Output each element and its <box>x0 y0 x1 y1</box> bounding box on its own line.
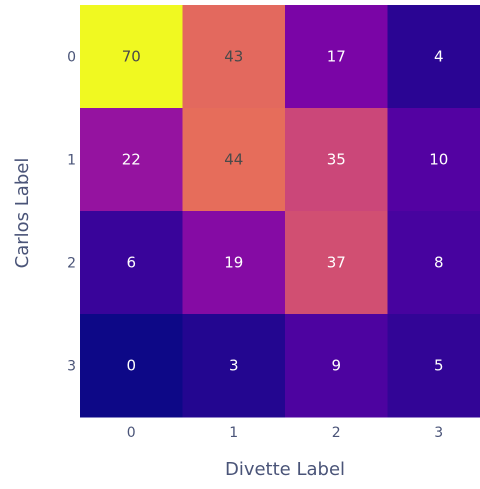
cell-value-label-r2-c3: 8 <box>434 254 444 272</box>
cell-value-label-r3-c0: 0 <box>126 357 136 375</box>
y-axis-ticks: 0 1 2 3 <box>67 50 76 375</box>
x-axis-ticks: 0 1 2 3 <box>127 425 443 441</box>
cell-value-label-r2-c0: 6 <box>126 254 136 272</box>
y-tick-label-3: 3 <box>67 359 76 375</box>
cell-value-label-r2-c1: 19 <box>224 254 243 272</box>
y-tick-label-0: 0 <box>67 50 76 66</box>
y-tick-label-1: 1 <box>67 153 76 169</box>
x-axis-title: Divette Label <box>225 459 345 480</box>
heatmap-cells <box>80 5 480 418</box>
cell-value-label-r0-c3: 4 <box>434 48 444 66</box>
cell-value-label-r3-c1: 3 <box>229 357 239 375</box>
x-tick-label-0: 0 <box>127 425 136 441</box>
x-tick-label-3: 3 <box>434 425 443 441</box>
cell-value-label-r1-c2: 35 <box>327 151 346 169</box>
cell-value-label-r1-c3: 10 <box>429 151 448 169</box>
cell-value-label-r3-c2: 9 <box>331 357 341 375</box>
cell-value-label-r3-c3: 5 <box>434 357 444 375</box>
cell-value-label-r1-c0: 22 <box>122 151 141 169</box>
cell-value-label-r1-c1: 44 <box>224 151 243 169</box>
cell-value-label-r0-c0: 70 <box>122 48 141 66</box>
cell-value-label-r2-c2: 37 <box>327 254 346 272</box>
cell-value-label-r0-c2: 17 <box>327 48 346 66</box>
x-tick-label-2: 2 <box>332 425 341 441</box>
y-tick-label-2: 2 <box>67 256 76 272</box>
cell-value-label-r0-c1: 43 <box>224 48 243 66</box>
x-tick-label-1: 1 <box>229 425 238 441</box>
y-axis-title: Carlos Label <box>12 158 33 269</box>
